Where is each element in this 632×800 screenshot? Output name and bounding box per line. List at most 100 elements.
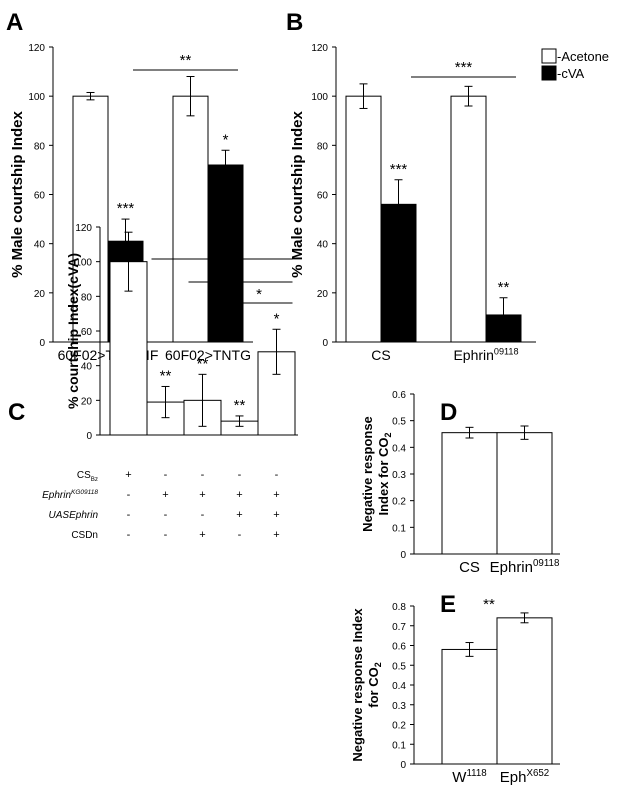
panel-c-genotype-sign: -: [201, 469, 205, 481]
panel-c-error-bar: [235, 415, 244, 427]
panel-c-genotype-sign: +: [273, 529, 279, 541]
panel-a-y-tick-label: 40: [34, 240, 46, 251]
panel-d-error-bar: [465, 426, 474, 439]
panel-c-genotype-sign: -: [164, 529, 168, 541]
panel-a-error-bar: [186, 76, 195, 117]
panel-b-significance-stars: **: [498, 279, 510, 296]
panel-c-genotype-label: CSBz: [77, 470, 98, 483]
panel-a-significance-stars: *: [223, 131, 229, 148]
panel-c-genotype-sign: +: [273, 489, 279, 501]
panel-c-y-tick-label: 60: [81, 327, 93, 338]
panel-b-bracket-stars: ***: [455, 59, 473, 76]
panel-e-y-label: Negative response Index: [350, 608, 365, 762]
panel-c-y-tick-label: 20: [81, 396, 93, 407]
panel-c-genotype-sign: +: [125, 469, 131, 481]
panel-a-error-bar: [221, 149, 230, 181]
panel-c-genotype-sign: +: [199, 489, 205, 501]
panel-c-y-label: % courtship Index(cVA): [65, 253, 81, 409]
panel-a-y-tick-label: 100: [28, 92, 45, 103]
panel-d-y-tick-label: 0.4: [392, 443, 406, 454]
panel-e-bar-1: [496, 617, 553, 765]
panel-e-letter: E: [440, 591, 456, 618]
panel-c-genotype-sign: -: [127, 529, 131, 541]
panel-a-y-tick-label: 60: [34, 191, 46, 202]
panel-a-bar-white-1: [172, 95, 209, 343]
panel-d-category-label: CS: [459, 559, 480, 576]
panel-d-y-tick-label: 0.6: [392, 390, 406, 401]
panel-e-category-label: W1118: [452, 768, 486, 786]
panel-c-y-tick-label: 80: [81, 292, 93, 303]
legend-swatch-acetone: [541, 48, 557, 64]
panel-d-letter: D: [440, 399, 457, 426]
panel-b-y-tick-label: 120: [311, 43, 328, 54]
panel-e-y-tick-label: 0.1: [392, 740, 406, 751]
panel-c-significance-stars: *: [274, 310, 280, 327]
panel-c-genotype-sign: -: [275, 469, 279, 481]
panel-b-category-label: Ephrin09118: [453, 346, 518, 363]
panel-d-error-bar: [520, 425, 529, 440]
panel-c-error-bar: [198, 373, 207, 427]
panel-c-error-bar: [272, 328, 281, 375]
panel-b-y-tick-label: 20: [317, 289, 329, 300]
panel-c-y-tick-label: 120: [75, 223, 92, 234]
panel-b-error-bar: [464, 85, 473, 107]
panel-e-category-label: EphX652: [500, 768, 549, 786]
panel-d-y-tick-label: 0.1: [392, 523, 406, 534]
panel-c-genotype-sign: +: [273, 509, 279, 521]
panel-c-y-tick-label: 40: [81, 362, 93, 373]
panel-d-category-label: Ephrin09118: [490, 558, 560, 576]
panel-d-bar-0: [441, 432, 498, 555]
panel-e-error-bar: [520, 612, 529, 624]
panel-c-genotype-sign: -: [127, 509, 131, 521]
panel-c-genotype-label: EphrinKG09118: [42, 489, 98, 501]
panel-b-y-tick-label: 60: [317, 191, 329, 202]
panel-d-y-tick-label: 0: [400, 550, 406, 561]
panel-a-error-bar: [86, 91, 95, 101]
panel-a-y-tick-label: 20: [34, 289, 46, 300]
panel-a-bar-white-0: [72, 95, 109, 343]
panel-d-y-tick-label: 0.2: [392, 497, 406, 508]
panel-c-genotype-sign: +: [236, 489, 242, 501]
panel-b-error-bar: [359, 83, 368, 109]
legend-label-cva: -cVA: [557, 66, 585, 81]
panel-b-y-tick-label: 80: [317, 141, 329, 152]
panel-a-y-tick-label: 0: [39, 338, 45, 349]
panel-c-genotype-label: UASEphrin: [49, 510, 99, 521]
panel-c-significance-stars: **: [197, 355, 209, 372]
panel-c-bracket-stars: *: [256, 286, 262, 303]
panel-e-y-tick-label: 0.7: [392, 622, 406, 633]
panel-c-significance-stars: **: [234, 397, 246, 414]
panel-b-y-label: % Male courtship Index: [289, 110, 306, 277]
panel-b-error-bar: [499, 297, 508, 333]
panel-e-y-tick-label: 0.2: [392, 721, 406, 732]
panel-c-genotype-sign: +: [199, 529, 205, 541]
panel-c-genotype-sign: -: [127, 489, 131, 501]
panel-a-letter: A: [6, 9, 23, 36]
panel-e-y-tick-label: 0.6: [392, 642, 406, 653]
panel-b-significance-stars: ***: [390, 161, 408, 178]
panel-a-bar-black-1: [207, 164, 244, 343]
panel-e-y-tick-label: 0.4: [392, 681, 406, 692]
panel-d-bar-1: [496, 432, 553, 555]
panel-e-significance-stars: **: [483, 596, 495, 613]
panel-c-genotype-label: CSDn: [71, 530, 98, 541]
legend-swatch-cva: [541, 65, 557, 81]
panel-c-significance-stars: **: [160, 367, 172, 384]
panel-e-y-tick-label: 0: [400, 760, 406, 771]
panel-c-genotype-sign: -: [201, 509, 205, 521]
panel-c-bracket-stars: **: [216, 242, 228, 259]
panel-c-error-bar: [161, 385, 170, 419]
panel-c-genotype-sign: -: [164, 509, 168, 521]
panel-a-y-tick-label: 80: [34, 141, 46, 152]
panel-d-y-tick-label: 0.3: [392, 470, 406, 481]
panel-d-y-tick-label: 0.5: [392, 417, 406, 428]
panel-a-category-label: 60F02>TNTG: [165, 347, 251, 363]
panel-b-y-tick-label: 100: [311, 92, 328, 103]
panel-e-y-tick-label: 0.5: [392, 661, 406, 672]
panel-c-y-tick-label: 100: [75, 258, 92, 269]
panel-e-bar-0: [441, 648, 498, 765]
panel-b-category-label: CS: [371, 347, 390, 363]
panel-c-letter: C: [8, 399, 25, 426]
panel-b-error-bar: [394, 179, 403, 230]
